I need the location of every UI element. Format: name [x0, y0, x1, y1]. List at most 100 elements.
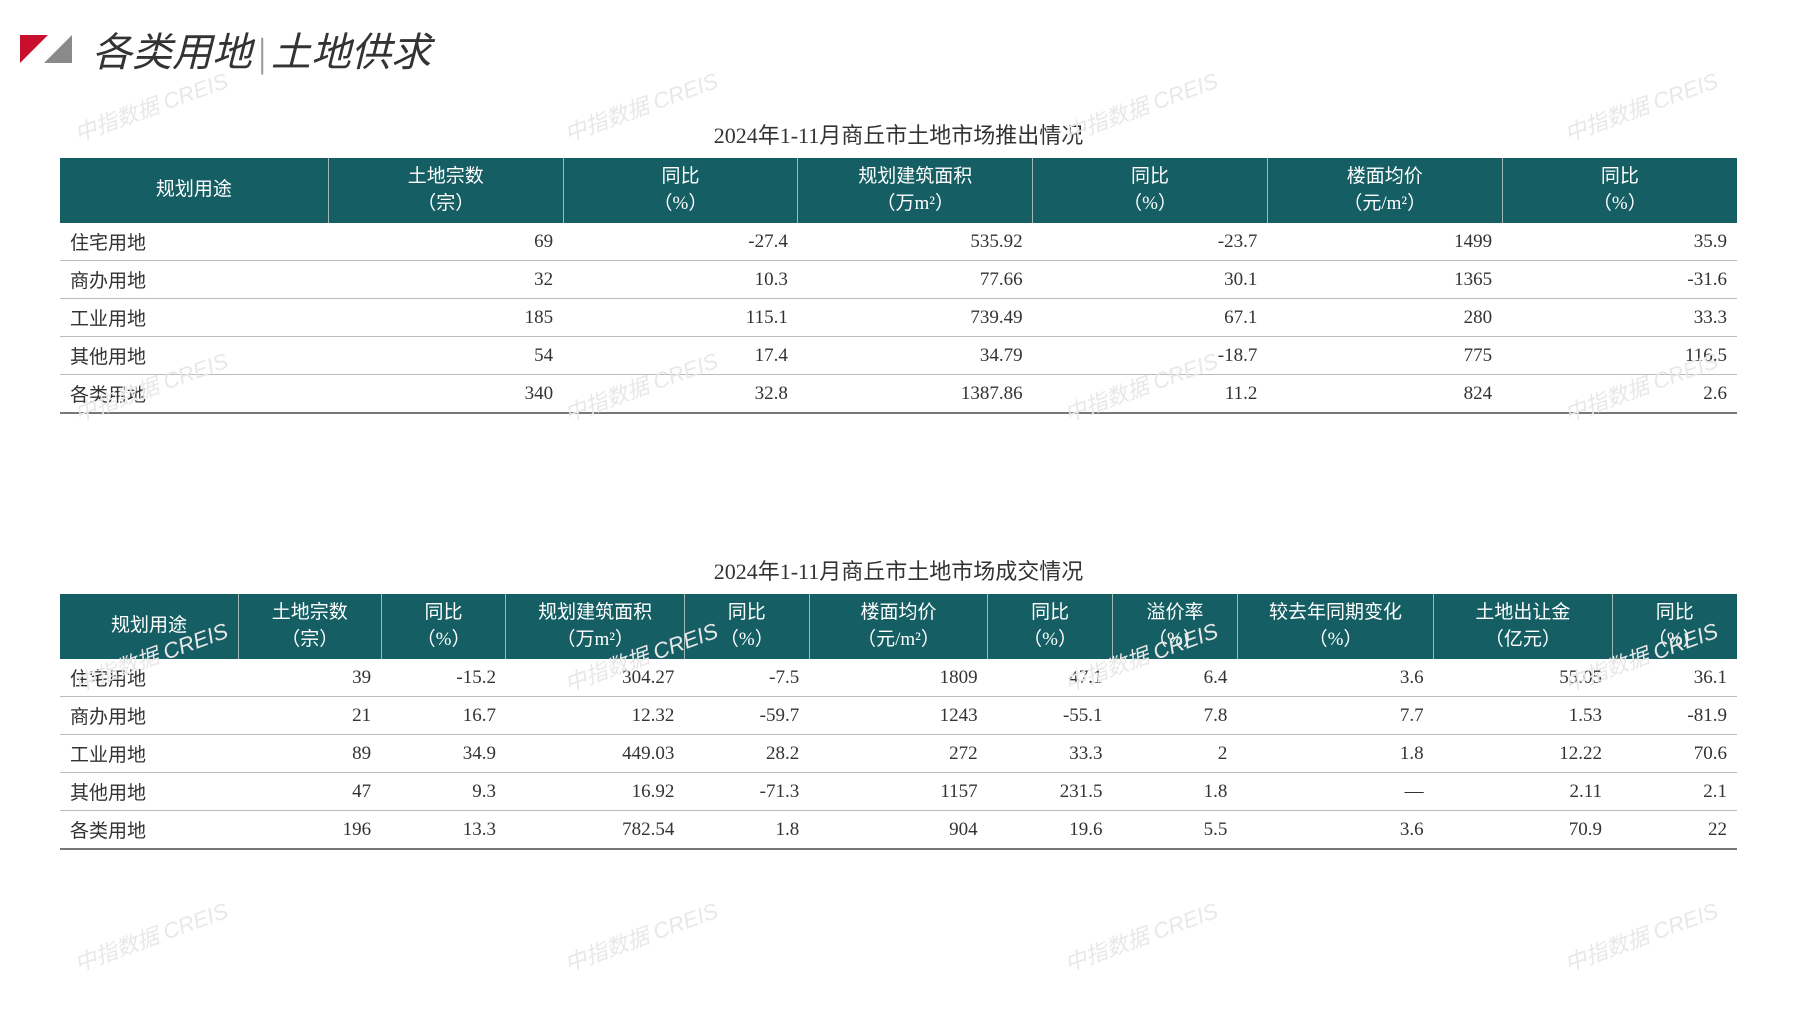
table2-title: 2024年1-11月商丘市土地市场成交情况 [60, 554, 1737, 586]
cell-value: -55.1 [988, 697, 1113, 735]
table-row: 各类用地19613.3782.541.890419.65.53.670.922 [60, 811, 1737, 850]
cell-value: 1499 [1267, 223, 1502, 261]
title-separator: | [256, 30, 267, 75]
cell-value: — [1237, 773, 1433, 811]
title-right: 土地供求 [271, 30, 431, 75]
cell-value: 70.6 [1612, 735, 1737, 773]
column-header: 楼面均价（元/m²） [1267, 158, 1502, 223]
cell-value: 47 [238, 773, 381, 811]
cell-value: 34.9 [381, 735, 506, 773]
cell-value: 11.2 [1033, 375, 1268, 414]
cell-value: 739.49 [798, 299, 1033, 337]
cell-value: 3.6 [1237, 659, 1433, 697]
column-header: 规划建筑面积（万m²） [506, 594, 684, 659]
cell-value: -31.6 [1502, 261, 1737, 299]
cell-value: 89 [238, 735, 381, 773]
column-header: 土地出让金（亿元） [1434, 594, 1612, 659]
cell-value: 19.6 [988, 811, 1113, 850]
cell-value: 5.5 [1113, 811, 1238, 850]
cell-value: 2 [1113, 735, 1238, 773]
table1-title: 2024年1-11月商丘市土地市场推出情况 [60, 118, 1737, 150]
cell-value: 16.7 [381, 697, 506, 735]
row-label: 其他用地 [60, 773, 238, 811]
logo [20, 35, 72, 63]
cell-value: 775 [1267, 337, 1502, 375]
cell-value: -81.9 [1612, 697, 1737, 735]
page-title: 各类用地|土地供求 [92, 20, 431, 78]
cell-value: -18.7 [1033, 337, 1268, 375]
table-row: 商办用地3210.377.6630.11365-31.6 [60, 261, 1737, 299]
cell-value: 1387.86 [798, 375, 1033, 414]
cell-value: 2.11 [1434, 773, 1612, 811]
cell-value: 55.05 [1434, 659, 1612, 697]
cell-value: 2.6 [1502, 375, 1737, 414]
cell-value: 196 [238, 811, 381, 850]
cell-value: -71.3 [684, 773, 809, 811]
column-header: 溢价率（%） [1113, 594, 1238, 659]
column-header: 规划建筑面积（万m²） [798, 158, 1033, 223]
table-land-supply: 规划用途土地宗数（宗）同比（%）规划建筑面积（万m²）同比（%）楼面均价（元/m… [60, 158, 1737, 414]
column-header: 较去年同期变化（%） [1237, 594, 1433, 659]
cell-value: 280 [1267, 299, 1502, 337]
cell-value: 904 [809, 811, 987, 850]
table-row: 工业用地185115.1739.4967.128033.3 [60, 299, 1737, 337]
row-label: 住宅用地 [60, 659, 238, 697]
cell-value: 304.27 [506, 659, 684, 697]
table-row: 其他用地479.316.92-71.31157231.51.8—2.112.1 [60, 773, 1737, 811]
page-header: 各类用地|土地供求 [0, 0, 1797, 78]
watermark: 中指数据 CREIS [69, 893, 232, 978]
title-left: 各类用地 [92, 30, 252, 75]
column-header: 同比（%） [684, 594, 809, 659]
column-header: 同比（%） [381, 594, 506, 659]
column-header: 同比（%） [1502, 158, 1737, 223]
cell-value: 32.8 [563, 375, 798, 414]
table-row: 住宅用地39-15.2304.27-7.5180947.16.43.655.05… [60, 659, 1737, 697]
cell-value: 824 [1267, 375, 1502, 414]
cell-value: 449.03 [506, 735, 684, 773]
cell-value: 12.22 [1434, 735, 1612, 773]
cell-value: 69 [328, 223, 563, 261]
cell-value: 1365 [1267, 261, 1502, 299]
table-row: 其他用地5417.434.79-18.7775116.5 [60, 337, 1737, 375]
cell-value: 12.32 [506, 697, 684, 735]
column-header: 同比（%） [563, 158, 798, 223]
column-header: 规划用途 [60, 158, 328, 223]
cell-value: 272 [809, 735, 987, 773]
row-label: 其他用地 [60, 337, 328, 375]
cell-value: 1243 [809, 697, 987, 735]
cell-value: 22 [1612, 811, 1737, 850]
cell-value: 115.1 [563, 299, 798, 337]
cell-value: 77.66 [798, 261, 1033, 299]
row-label: 商办用地 [60, 697, 238, 735]
cell-value: 185 [328, 299, 563, 337]
cell-value: 1.8 [684, 811, 809, 850]
table-land-transaction: 规划用途土地宗数（宗）同比（%）规划建筑面积（万m²）同比（%）楼面均价（元/m… [60, 594, 1737, 850]
cell-value: 28.2 [684, 735, 809, 773]
watermark: 中指数据 CREIS [1059, 893, 1222, 978]
column-header: 楼面均价（元/m²） [809, 594, 987, 659]
cell-value: 13.3 [381, 811, 506, 850]
cell-value: 36.1 [1612, 659, 1737, 697]
cell-value: -7.5 [684, 659, 809, 697]
cell-value: 2.1 [1612, 773, 1737, 811]
cell-value: -23.7 [1033, 223, 1268, 261]
cell-value: 39 [238, 659, 381, 697]
column-header: 土地宗数（宗） [328, 158, 563, 223]
row-label: 工业用地 [60, 299, 328, 337]
cell-value: 21 [238, 697, 381, 735]
cell-value: 9.3 [381, 773, 506, 811]
cell-value: 116.5 [1502, 337, 1737, 375]
row-label: 各类用地 [60, 375, 328, 414]
cell-value: 1.53 [1434, 697, 1612, 735]
cell-value: 1.8 [1113, 773, 1238, 811]
cell-value: 6.4 [1113, 659, 1238, 697]
cell-value: 3.6 [1237, 811, 1433, 850]
column-header: 规划用途 [60, 594, 238, 659]
row-label: 工业用地 [60, 735, 238, 773]
row-label: 商办用地 [60, 261, 328, 299]
cell-value: 535.92 [798, 223, 1033, 261]
cell-value: -15.2 [381, 659, 506, 697]
table-row: 各类用地34032.81387.8611.28242.6 [60, 375, 1737, 414]
cell-value: 47.1 [988, 659, 1113, 697]
table-row: 住宅用地69-27.4535.92-23.7149935.9 [60, 223, 1737, 261]
